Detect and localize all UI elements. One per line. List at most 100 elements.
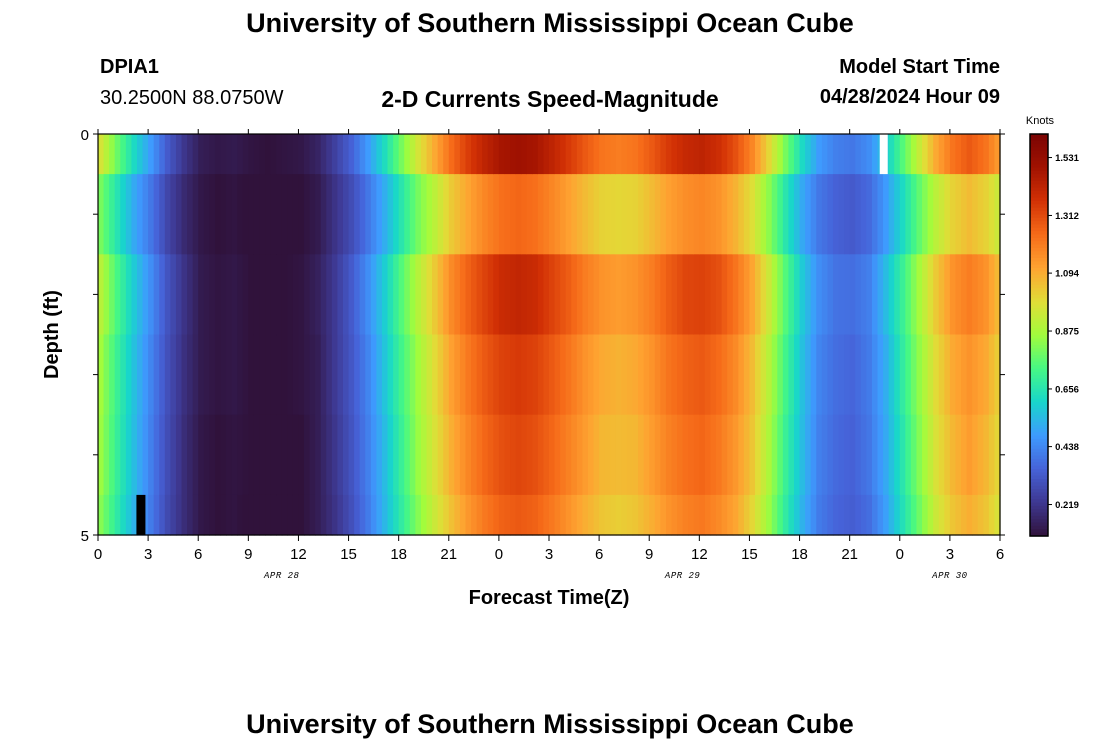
heatmap-cell: [654, 134, 661, 175]
heatmap-cell: [465, 174, 472, 255]
colorbar-segment: [1030, 485, 1048, 490]
heatmap-cell: [777, 414, 784, 496]
heatmap-cell: [109, 334, 116, 416]
heatmap-cell: [688, 254, 695, 336]
heatmap-cell: [799, 494, 806, 536]
heatmap-cell: [704, 494, 712, 536]
heatmap-cell: [432, 174, 439, 255]
colorbar-segment: [1030, 391, 1048, 396]
heatmap-cell: [415, 134, 422, 175]
heatmap-cell: [638, 174, 645, 255]
colorbar-segment: [1030, 335, 1048, 339]
heatmap-cell: [281, 134, 288, 175]
heatmap-cell: [665, 494, 673, 536]
heatmap-cell: [816, 414, 823, 496]
heatmap-cell: [749, 414, 756, 496]
heatmap-cell: [888, 414, 895, 496]
heatmap-cell: [766, 494, 773, 536]
heatmap-cell: [226, 254, 233, 336]
heatmap-cell: [510, 494, 517, 536]
colorbar-segment: [1030, 221, 1048, 226]
heatmap-cell: [615, 414, 622, 496]
heatmap-cell: [966, 134, 973, 175]
heatmap-cell: [654, 254, 661, 336]
heatmap-cell: [159, 174, 166, 255]
heatmap-cell: [883, 334, 890, 416]
heatmap-cell: [471, 414, 478, 496]
heatmap-cell: [420, 134, 428, 175]
colorbar-segment: [1030, 361, 1048, 366]
heatmap-cell: [961, 334, 968, 416]
heatmap-cell: [220, 174, 227, 255]
heatmap-cell: [888, 494, 895, 536]
heatmap-cell: [320, 494, 327, 536]
heatmap-cell: [471, 134, 478, 175]
heatmap-cell: [198, 414, 205, 496]
heatmap-cell: [170, 414, 177, 496]
heatmap-cell: [721, 334, 728, 416]
heatmap-cell: [905, 494, 912, 536]
heatmap-cell: [677, 174, 684, 255]
heatmap-cell: [148, 414, 155, 496]
heatmap-cell: [381, 174, 389, 255]
heatmap-cell: [376, 494, 383, 536]
heatmap-cell: [315, 134, 322, 175]
heatmap-cell: [599, 174, 606, 255]
heatmap-cell: [832, 414, 840, 496]
heatmap-cell: [710, 334, 717, 416]
heatmap-cell: [404, 254, 411, 336]
heatmap-cell: [638, 334, 645, 416]
heatmap-cell: [727, 334, 734, 416]
heatmap-cell: [860, 414, 867, 496]
heatmap-cell: [894, 334, 901, 416]
colorbar-segment: [1030, 445, 1048, 450]
heatmap-cell: [237, 494, 244, 536]
heatmap-cell: [576, 494, 584, 536]
heatmap-cell: [955, 254, 962, 336]
heatmap-cell: [732, 334, 739, 416]
heatmap-cell: [432, 494, 439, 536]
heatmap-cell: [632, 334, 639, 416]
heatmap-cell: [253, 494, 261, 536]
heatmap-cell: [404, 334, 411, 416]
heatmap-cell: [131, 494, 138, 536]
heatmap-cell: [955, 414, 962, 496]
heatmap-cell: [404, 414, 411, 496]
colorbar-segment: [1030, 274, 1048, 279]
heatmap-cell: [443, 414, 450, 496]
colorbar-segment: [1030, 512, 1048, 517]
heatmap-cell: [198, 254, 205, 336]
heatmap-cell: [281, 494, 288, 536]
heatmap-cell: [760, 414, 767, 496]
heatmap-cell: [493, 334, 500, 416]
colorbar-segment: [1030, 251, 1048, 256]
heatmap-cell: [944, 334, 951, 416]
heatmap-cell: [142, 254, 149, 336]
heatmap-cell: [938, 414, 945, 496]
heatmap-cell: [910, 334, 918, 416]
heatmap-cell: [359, 174, 366, 255]
heatmap-cell: [109, 494, 116, 536]
colorbar-segment: [1030, 224, 1048, 229]
heatmap-cell: [565, 414, 572, 496]
heatmap-cell: [136, 254, 144, 336]
heatmap-cell: [849, 254, 856, 336]
heatmap-cell: [287, 414, 294, 496]
heatmap-cell: [175, 254, 183, 336]
heatmap-cell: [248, 494, 255, 536]
heatmap-cell: [381, 134, 389, 175]
heatmap-cell: [259, 334, 266, 416]
heatmap-cell: [626, 254, 634, 336]
heatmap-cell: [159, 494, 166, 536]
heatmap-cell: [459, 414, 467, 496]
heatmap-cell: [537, 174, 545, 255]
heatmap-cell: [849, 494, 856, 536]
heatmap-cell: [571, 254, 578, 336]
heatmap-cell: [287, 134, 294, 175]
heatmap-cell: [281, 174, 288, 255]
heatmap-cell: [114, 414, 121, 496]
heatmap-cell: [309, 134, 316, 175]
heatmap-cell: [482, 174, 489, 255]
heatmap-cell: [560, 334, 567, 416]
heatmap-cell: [643, 174, 650, 255]
